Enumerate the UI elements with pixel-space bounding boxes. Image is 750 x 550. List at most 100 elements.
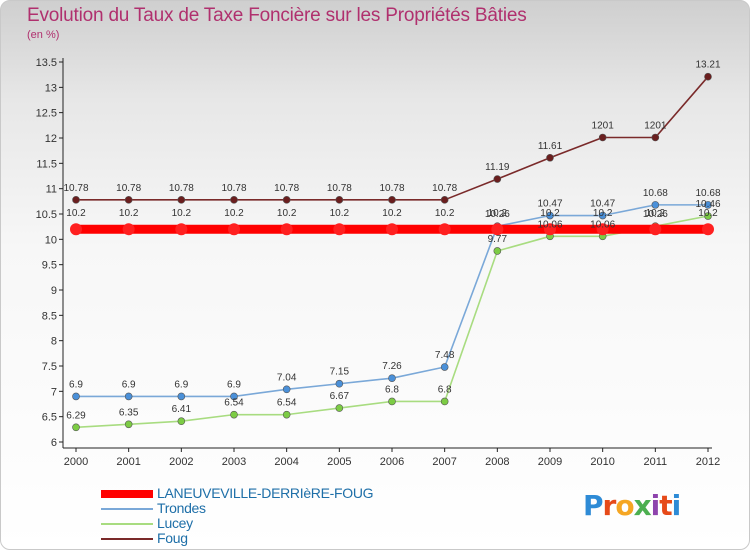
data-label: 10.47 [590, 199, 615, 210]
data-label: 10.2 [224, 208, 244, 219]
data-label: 10.2 [277, 208, 297, 219]
data-point [335, 404, 344, 412]
data-label: 11.61 [538, 141, 563, 152]
data-point [440, 196, 449, 204]
data-label: 10.46 [695, 199, 720, 210]
legend-swatch [101, 523, 153, 525]
data-label: 10.26 [485, 209, 510, 220]
data-point [177, 392, 186, 401]
legend-label: Trondes [157, 500, 206, 516]
data-point [388, 397, 396, 406]
legend-swatch [101, 508, 153, 510]
data-label: 6.35 [119, 407, 139, 418]
chart-title: Evolution du Taux de Taxe Foncière sur l… [27, 5, 527, 26]
data-point [702, 223, 714, 236]
data-label: 6.67 [330, 391, 350, 402]
data-label: 10.2 [66, 208, 86, 219]
y-tick-label: 12.5 [36, 108, 57, 120]
data-label: 10.2 [646, 208, 666, 219]
data-point [282, 196, 291, 204]
data-label: 10.2 [698, 208, 718, 219]
y-tick-label: 6 [51, 437, 57, 449]
y-tick-label: 8.5 [42, 310, 57, 322]
data-point [493, 175, 502, 183]
data-label: 6.9 [122, 379, 136, 390]
data-label: 6.8 [385, 384, 399, 395]
data-point [124, 196, 133, 204]
x-tick-label: 2012 [696, 456, 720, 468]
data-label: 1201 [592, 120, 615, 131]
chart-subtitle: (en %) [27, 29, 60, 41]
data-point [175, 223, 188, 236]
data-label: 11.19 [485, 162, 510, 173]
data-label: 7.15 [330, 367, 350, 378]
logo-letter: t [659, 489, 672, 522]
data-point [282, 410, 291, 419]
data-label: 6.9 [174, 379, 188, 390]
legend-swatch [101, 538, 153, 540]
y-tick-label: 13.5 [36, 57, 57, 69]
data-label: 10.2 [330, 208, 350, 219]
data-point [598, 133, 607, 142]
data-point [280, 223, 293, 236]
x-tick-label: 2011 [644, 456, 668, 468]
data-label: 10.78 [379, 183, 404, 194]
x-tick-label: 2008 [485, 456, 509, 468]
data-label: 10.78 [221, 183, 246, 194]
y-tick-label: 12 [45, 133, 57, 145]
legend-label: Foug [157, 530, 188, 546]
y-tick-label: 11 [46, 184, 57, 196]
data-label: 10.06 [537, 219, 562, 230]
logo-letter: i [671, 489, 682, 522]
y-tick-label: 10 [45, 234, 57, 246]
data-point [335, 379, 344, 388]
data-point [544, 223, 556, 236]
data-point [388, 374, 396, 382]
data-point [440, 363, 449, 371]
logo-letter: P [583, 489, 604, 522]
data-point [704, 212, 712, 220]
y-tick-label: 6.5 [42, 412, 57, 424]
data-label: 7.26 [382, 361, 402, 372]
data-point [333, 223, 346, 236]
data-point [651, 201, 660, 209]
data-point [704, 201, 712, 209]
data-label: 6.8 [438, 384, 452, 395]
data-label: 6.29 [66, 410, 86, 421]
data-label: 10.68 [695, 188, 720, 199]
data-point [72, 196, 80, 204]
data-label: 10.2 [172, 208, 192, 219]
data-point [70, 223, 82, 236]
data-label: 1201 [644, 120, 667, 131]
data-label: 10.68 [643, 188, 668, 199]
data-label: 10.06 [590, 219, 615, 230]
data-label: 10.26 [643, 209, 668, 220]
data-label: 10.78 [432, 183, 457, 194]
data-point [230, 392, 238, 401]
data-point [386, 223, 398, 236]
data-point [388, 196, 396, 204]
data-label: 10.47 [537, 199, 562, 210]
data-point [596, 223, 609, 236]
data-label: 10.2 [382, 208, 402, 219]
data-label: 10.78 [63, 183, 88, 194]
data-label: 7.04 [277, 372, 297, 383]
y-tick-label: 13 [45, 82, 57, 94]
data-label: 10.78 [327, 183, 352, 194]
y-tick-label: 9 [51, 285, 57, 297]
x-tick-label: 2004 [274, 456, 298, 468]
data-label: 10.78 [274, 183, 299, 194]
data-point [282, 385, 291, 394]
x-tick-label: 2005 [327, 456, 351, 468]
data-point [177, 196, 186, 204]
data-label: 6.54 [224, 398, 244, 409]
data-point [124, 420, 133, 429]
data-point [546, 153, 554, 162]
data-point [230, 196, 238, 204]
x-tick-label: 2006 [380, 456, 404, 468]
x-tick-label: 2007 [432, 456, 456, 468]
data-label: 6.9 [69, 379, 83, 390]
x-tick-label: 2002 [169, 456, 193, 468]
